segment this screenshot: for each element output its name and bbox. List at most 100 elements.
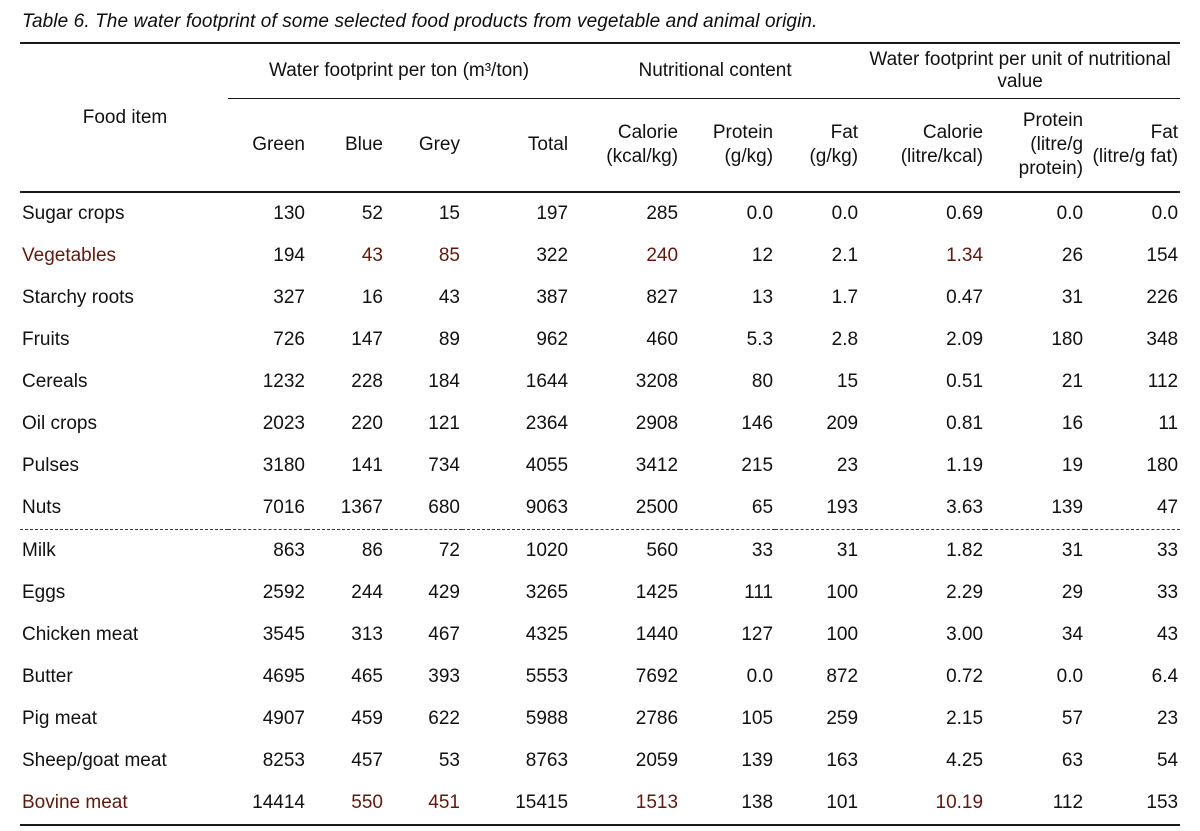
value-cell: 31 [985,529,1086,572]
value-cell: 2.29 [860,572,985,614]
value-cell: 26 [985,235,1085,277]
value-cell: 15415 [462,782,570,825]
value: 451 [428,792,460,813]
value: 2592 [262,582,305,603]
value-cell: 0.72 [860,656,985,698]
table-row: Starchy roots 327 16 43 387 827 13 1.7 0.47 31 226 [20,277,1180,319]
food-item-label: Starchy roots [22,287,134,308]
value-cell: 327 [228,277,307,319]
value: 163 [826,750,859,771]
value-cell: 47 [1085,487,1180,530]
value: 3180 [262,455,305,476]
value: 1.7 [831,287,859,308]
value: 2500 [635,497,679,518]
value-cell: 460 [570,319,680,361]
value: 285 [646,203,679,224]
value: 8253 [262,750,305,771]
table-caption: Table 6. The water footprint of some sel… [22,11,818,32]
col-header-grey: Grey [418,134,460,156]
value: 0.0 [746,203,774,224]
value: 4.25 [946,750,984,771]
value-cell: 100 [775,614,860,656]
table-row: Oil crops 2023 220 121 2364 2908 146 209 0.81 16 1… [20,403,1180,445]
value-cell: 1232 [228,361,307,403]
value: 2.09 [946,329,984,350]
value-cell: 184 [385,361,462,403]
value-cell: 1425 [570,572,680,614]
value: 3.00 [946,624,984,645]
food-item-cell: Pig meat [20,698,228,740]
value-cell: 228 [307,361,385,403]
value-cell: 29 [985,572,1085,614]
value: 465 [351,666,383,687]
value-cell: 139 [680,740,775,782]
value-cell: 4.25 [860,740,985,782]
value-cell: 3545 [228,614,307,656]
value-cell: 86 [307,529,385,572]
value: 15 [836,371,859,392]
value: 460 [646,329,679,350]
value-cell: 680 [385,487,462,530]
value: 180 [1146,455,1179,476]
value-cell: 11 [1085,403,1180,445]
value-cell: 560 [570,529,681,572]
table-row: Sugar crops 130 52 15 197 285 0.0 0.0 0.69 0.0 0.0 [20,192,1180,235]
value-cell: 100 [775,572,860,614]
value-cell: 1.34 [860,235,985,277]
value: 9063 [525,497,569,518]
value-cell: 465 [307,656,385,698]
table-row: Butter 4695 465 393 5553 7692 0.0 872 0.72 0.0 6.4 [20,656,1180,698]
value: 31 [1061,540,1084,561]
food-item-label: Fruits [22,329,70,350]
value: 457 [351,750,383,771]
value-cell: 85 [385,235,462,277]
value: 560 [646,540,679,561]
value: 101 [826,792,859,813]
food-item-cell: Starchy roots [20,277,228,319]
value: 2908 [635,413,679,434]
value-cell: 393 [385,656,462,698]
value-cell: 3208 [570,361,680,403]
col-header-calorie-wf: Calorie (litre/kcal) [900,122,984,167]
value: 112 [1147,371,1179,392]
value: 31 [836,540,859,561]
value-cell: 89 [385,319,462,361]
value-cell: 153 [1085,782,1180,825]
group-wf-per-nutritional-value: Water footprint per unit of nutritional … [860,43,1181,99]
food-item-label: Sheep/goat meat [22,750,167,771]
value-cell: 0.0 [680,656,775,698]
value-cell: 15 [385,192,462,235]
value: 197 [536,203,569,224]
value: 23 [1156,708,1179,729]
value-cell: 57 [985,698,1085,740]
value-cell: 827 [570,277,680,319]
value: 141 [351,455,383,476]
value-cell: 2.09 [860,319,985,361]
value: 467 [428,624,460,645]
value: 11 [1158,413,1179,434]
value: 1232 [262,371,305,392]
value-cell: 15 [775,361,860,403]
table-row: Pig meat 4907 459 622 5988 2786 105 259 2.15 57 23 [20,698,1180,740]
value: 827 [646,287,679,308]
food-item-label: Butter [22,666,73,687]
value-cell: 622 [385,698,462,740]
food-item-cell: Sugar crops [20,192,228,235]
value: 0.0 [831,203,859,224]
value: 184 [428,371,460,392]
value-cell: 31 [775,529,861,572]
value: 130 [273,203,305,224]
value-cell: 138 [680,782,775,825]
table-row: Pulses 3180 141 734 4055 3412 215 23 1.19 19 180 [20,445,1180,487]
value-cell: 2786 [570,698,680,740]
value: 2059 [635,750,679,771]
value-cell: 550 [307,782,385,825]
value: 1367 [340,497,383,518]
value: 313 [351,624,383,645]
col-header-green: Green [252,134,305,156]
value-cell: 1.19 [860,445,985,487]
value: 194 [273,245,305,266]
value-cell: 4695 [228,656,307,698]
food-item-header: Food item [82,106,168,128]
value: 3208 [635,371,679,392]
